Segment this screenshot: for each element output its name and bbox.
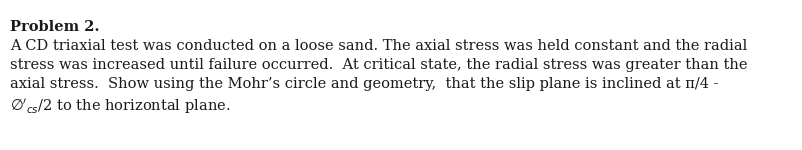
Text: $\emptyset'_{cs}$/2 to the horizontal plane.: $\emptyset'_{cs}$/2 to the horizontal pl… bbox=[10, 96, 230, 116]
Text: axial stress.  Show using the Mohr’s circle and geometry,  that the slip plane i: axial stress. Show using the Mohr’s circ… bbox=[10, 77, 719, 91]
Text: stress was increased until failure occurred.  At critical state, the radial stre: stress was increased until failure occur… bbox=[10, 58, 747, 72]
Text: Problem 2.: Problem 2. bbox=[10, 20, 99, 34]
Text: A CD triaxial test was conducted on a loose sand. The axial stress was held cons: A CD triaxial test was conducted on a lo… bbox=[10, 39, 747, 53]
